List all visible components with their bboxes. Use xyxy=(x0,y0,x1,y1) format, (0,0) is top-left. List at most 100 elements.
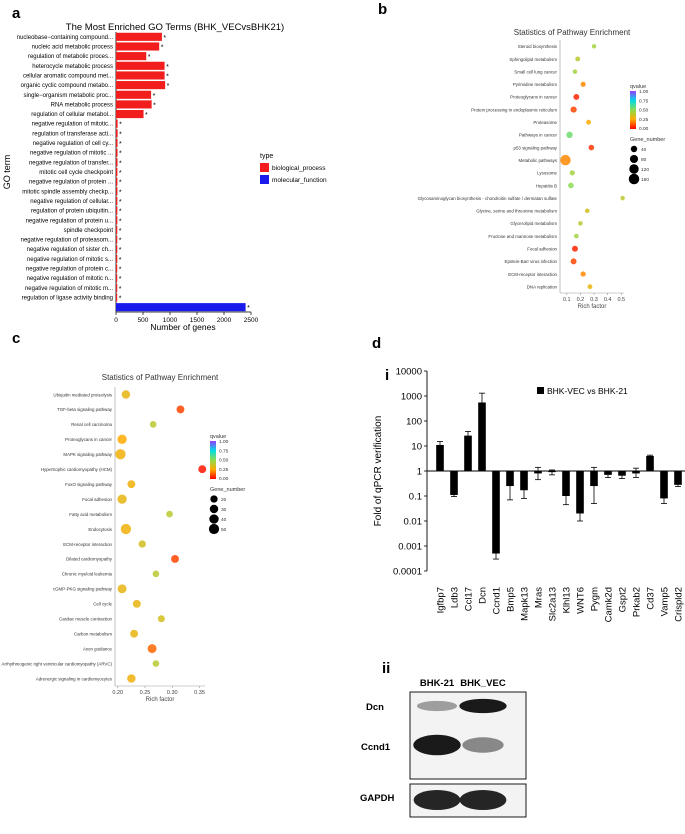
go-bar xyxy=(116,293,118,302)
pathway_c-category-label: Fatty acid metabolism xyxy=(69,512,112,517)
go-category-label: heterocycle metabolic process xyxy=(32,64,113,70)
go-bar xyxy=(116,138,118,148)
qpcr-legend-swatch xyxy=(537,387,544,394)
go-star: * xyxy=(119,218,122,225)
go-category-label: regulation of transferase acti... xyxy=(32,131,113,137)
go-category-label: RNA metabolic process xyxy=(51,102,113,108)
go-legend-swatch xyxy=(260,175,269,184)
pathway_c-size-tick: 40 xyxy=(221,517,227,523)
go-category-label: organic cyclic compound metabo... xyxy=(21,83,114,89)
pathway_b-x-tick-label: 0.3 xyxy=(590,297,598,303)
pathway_c-category-label: Chronic myeloid leukemia xyxy=(62,572,113,577)
pathway_b-point xyxy=(580,271,586,277)
qpcr-bar xyxy=(520,471,528,491)
go-star: * xyxy=(119,296,122,303)
qpcr-y-tick-label: 10000 xyxy=(396,367,422,378)
wb-band xyxy=(413,734,461,756)
go-category-label: negative regulation of protein ... xyxy=(29,180,113,186)
go-star: * xyxy=(167,83,170,90)
go-xlabel: Number of genes xyxy=(150,322,215,332)
go-category-label: cellular aromatic compound met... xyxy=(23,73,113,79)
go-bar xyxy=(116,71,165,80)
qpcr-category-label: Prkab2 xyxy=(632,587,643,617)
go-bar-molecular xyxy=(116,303,246,312)
go-bar xyxy=(116,158,118,167)
pathway_c-point xyxy=(130,629,139,638)
qpcr-category-label: Ccl17 xyxy=(464,587,475,611)
wb-row-label: Dcn xyxy=(366,702,384,713)
qpcr-bar xyxy=(506,471,514,487)
pathway_b-category-label: Fructose and mannose metabolism xyxy=(488,234,557,239)
pathway_b-point xyxy=(580,81,586,87)
pathway_c-qvalue-bar xyxy=(210,441,216,479)
qpcr-category-label: Slc2a13 xyxy=(548,587,559,621)
go-title: The Most Enriched GO Terms (BHK_VECvsBHK… xyxy=(66,22,284,33)
go-bar xyxy=(116,254,118,263)
pathway_c-category-label: Carbon metabolism xyxy=(74,631,112,636)
go-category-label: single−organism metabolic proc... xyxy=(23,93,113,99)
pathway_c-title: Statistics of Pathway Enrichment xyxy=(102,373,219,382)
pathway_c-point xyxy=(127,674,136,683)
qpcr-category-label: Gspt2 xyxy=(618,587,629,612)
pathway_c-category-label: Cell cycle xyxy=(93,602,112,607)
pathway_b-xlabel: Rich factor xyxy=(578,304,607,310)
qpcr-bar xyxy=(660,471,668,499)
qpcr-bar xyxy=(464,435,472,471)
pathway_b-category-label: Glycosaminoglycan biosynthesis - chondro… xyxy=(418,196,558,201)
pathway_b-point xyxy=(573,93,580,100)
go-bar xyxy=(116,177,118,186)
qpcr-bar xyxy=(576,471,584,514)
pathway_c-point xyxy=(152,660,160,667)
panel-label-b: b xyxy=(378,1,387,18)
pathway_b-point xyxy=(572,245,578,252)
pathway_b-x-tick-label: 0.1 xyxy=(563,297,571,303)
go-category-label: negative regulation of proteasom... xyxy=(21,238,114,244)
pathway_b-point xyxy=(620,195,625,201)
pathway_c-point xyxy=(132,599,141,608)
pathway_c-category-label: Endocytosis xyxy=(88,527,112,532)
go-category-label: regulation of cellular metabol... xyxy=(31,112,113,118)
go-legend-label: molecular_function xyxy=(272,177,327,184)
go-category-label: spindle checkpoint xyxy=(64,228,114,234)
pathway_b-point xyxy=(586,119,592,125)
wb-band xyxy=(462,737,504,753)
go-star: * xyxy=(119,170,122,177)
pathway_b-point xyxy=(574,233,579,239)
pathway_b-size-title: Gene_number xyxy=(630,137,665,143)
go-star: * xyxy=(119,199,122,206)
go-bar xyxy=(116,32,162,41)
qpcr-bar xyxy=(450,471,458,495)
pathway_b-qvalue-title: qvalue xyxy=(630,84,646,90)
pathway_b-x-tick-label: 0.4 xyxy=(604,297,612,303)
go-bar xyxy=(116,90,152,99)
pathway_b-size-tick: 160 xyxy=(641,177,649,183)
qpcr-ylabel: Fold of qPCR verification xyxy=(373,416,384,527)
pathway-scatter-c: Statistics of Pathway Enrichment 0.20 0.25… xyxy=(2,373,246,703)
pathway_b-qvalue-bar xyxy=(630,91,636,129)
qpcr-bar-chart: Fold of qPCR verification 10000 1000 100 10 1… xyxy=(373,367,685,622)
pathway_c-x-tick-label: 0.20 xyxy=(112,690,123,696)
pathway_b-qvalue-tick: 0.50 xyxy=(639,108,649,114)
pathway_c-point xyxy=(117,434,127,445)
go-category-label: negative regulation of mitotic m... xyxy=(25,286,113,292)
go-star: * xyxy=(153,93,156,100)
qpcr-category-label: Ccnd1 xyxy=(492,587,503,614)
pathway_b-point xyxy=(566,131,573,139)
pathway_b-point xyxy=(572,69,578,74)
panel-label-ii: ii xyxy=(382,660,390,677)
pathway_c-category-label: TGF-beta signaling pathway xyxy=(57,407,113,412)
go-bar xyxy=(116,129,118,138)
go-category-label: negative regulation of mitotic... xyxy=(32,122,114,128)
qpcr-y-tick-label: 0.1 xyxy=(409,492,422,503)
pathway-scatter-b: Statistics of Pathway Enrichment 0.1 0.2 0.… xyxy=(418,28,666,310)
qpcr-category-label: Mras xyxy=(534,587,545,608)
go-bar xyxy=(116,274,118,283)
pathway_b-category-label: Pathways in cancer xyxy=(519,133,558,138)
pathway_c-category-label: ECM-receptor interaction xyxy=(63,542,112,547)
go-legend-label: biological_process xyxy=(272,165,326,172)
pathway_c-qvalue-tick: 0.00 xyxy=(219,476,229,482)
pathway_c-category-label: MAPK signaling pathway xyxy=(63,452,112,457)
pathway_c-size-key xyxy=(209,514,219,524)
pathway_c-category-label: Hypertrophic cardiomyopathy (HCM) xyxy=(41,467,113,472)
qpcr-bar xyxy=(562,471,570,496)
